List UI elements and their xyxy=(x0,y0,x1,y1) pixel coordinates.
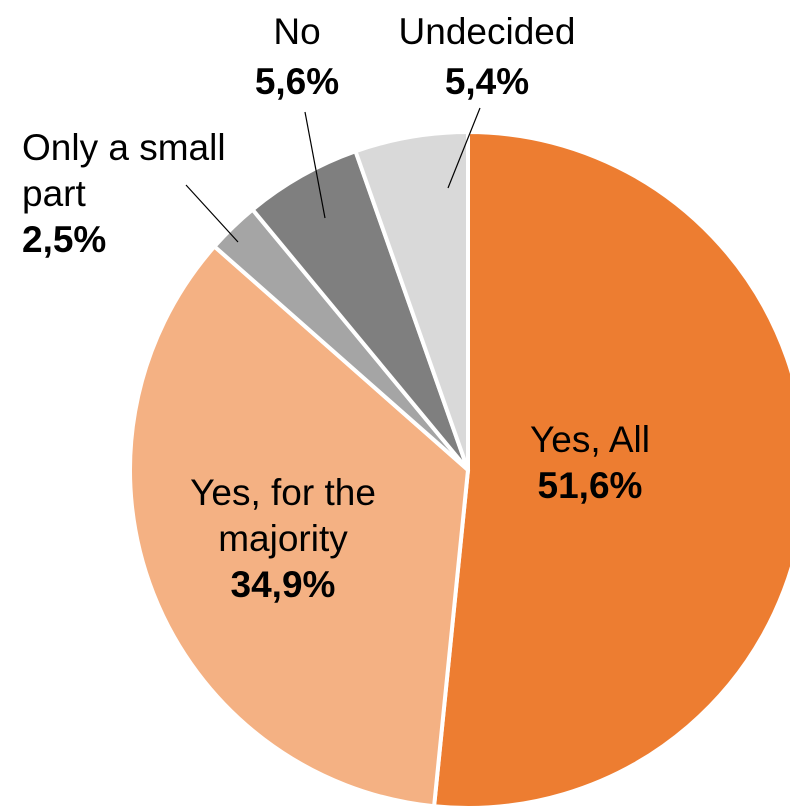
data-label-undecided: Undecided 5,4% xyxy=(399,11,576,102)
pie-slice-yes-majority xyxy=(128,244,470,809)
slice-value-yes-majority: 34,9% xyxy=(231,564,336,605)
data-labels: Yes, All 51,6% Yes, for the majority 34,9% On… xyxy=(22,11,650,605)
slice-value-small-part: 2,5% xyxy=(22,219,106,260)
leader-line-small-part xyxy=(185,184,239,243)
leader-lines xyxy=(185,107,481,243)
slice-name-yes-majority-line-1: Yes, for the xyxy=(190,472,376,513)
slice-value-yes-all: 51,6% xyxy=(538,465,643,506)
slice-name-small-part-line-1: Only a small xyxy=(22,127,226,168)
slice-name-yes-majority-line-2: majority xyxy=(218,518,348,559)
data-label-yes-majority: Yes, for the majority 34,9% xyxy=(190,472,376,605)
pie-slice-undecided xyxy=(353,130,470,472)
slice-name-undecided-line-1: Undecided xyxy=(399,11,576,52)
slice-name-yes-all-line-1: Yes, All xyxy=(530,419,650,460)
data-label-small-part: Only a small part 2,5% xyxy=(22,127,226,260)
slices-layer xyxy=(128,130,790,810)
pie-slice-yes-all xyxy=(432,130,790,810)
leader-line-no xyxy=(304,111,326,219)
leader-line-undecided xyxy=(447,107,481,189)
data-label-no: No 5,6% xyxy=(255,11,339,102)
slice-value-no: 5,6% xyxy=(255,61,339,102)
slice-name-no-line-1: No xyxy=(273,11,320,52)
slice-name-small-part-line-2: part xyxy=(22,173,86,214)
data-label-yes-all: Yes, All 51,6% xyxy=(530,419,650,506)
slice-value-undecided: 5,4% xyxy=(445,61,529,102)
